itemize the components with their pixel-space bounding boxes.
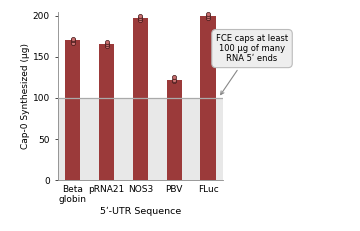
Bar	[133, 18, 148, 180]
Bar	[99, 44, 114, 180]
Bar	[65, 40, 80, 180]
Bar	[167, 80, 182, 180]
Text: FCE caps at least
100 μg of many
RNA 5ʹ ends: FCE caps at least 100 μg of many RNA 5ʹ …	[216, 34, 288, 95]
X-axis label: 5ʹ-UTR Sequence: 5ʹ-UTR Sequence	[100, 207, 181, 216]
Bar	[201, 16, 216, 180]
Bar	[58, 98, 223, 180]
Y-axis label: Cap-0 Synthesized (μg): Cap-0 Synthesized (μg)	[21, 43, 30, 149]
